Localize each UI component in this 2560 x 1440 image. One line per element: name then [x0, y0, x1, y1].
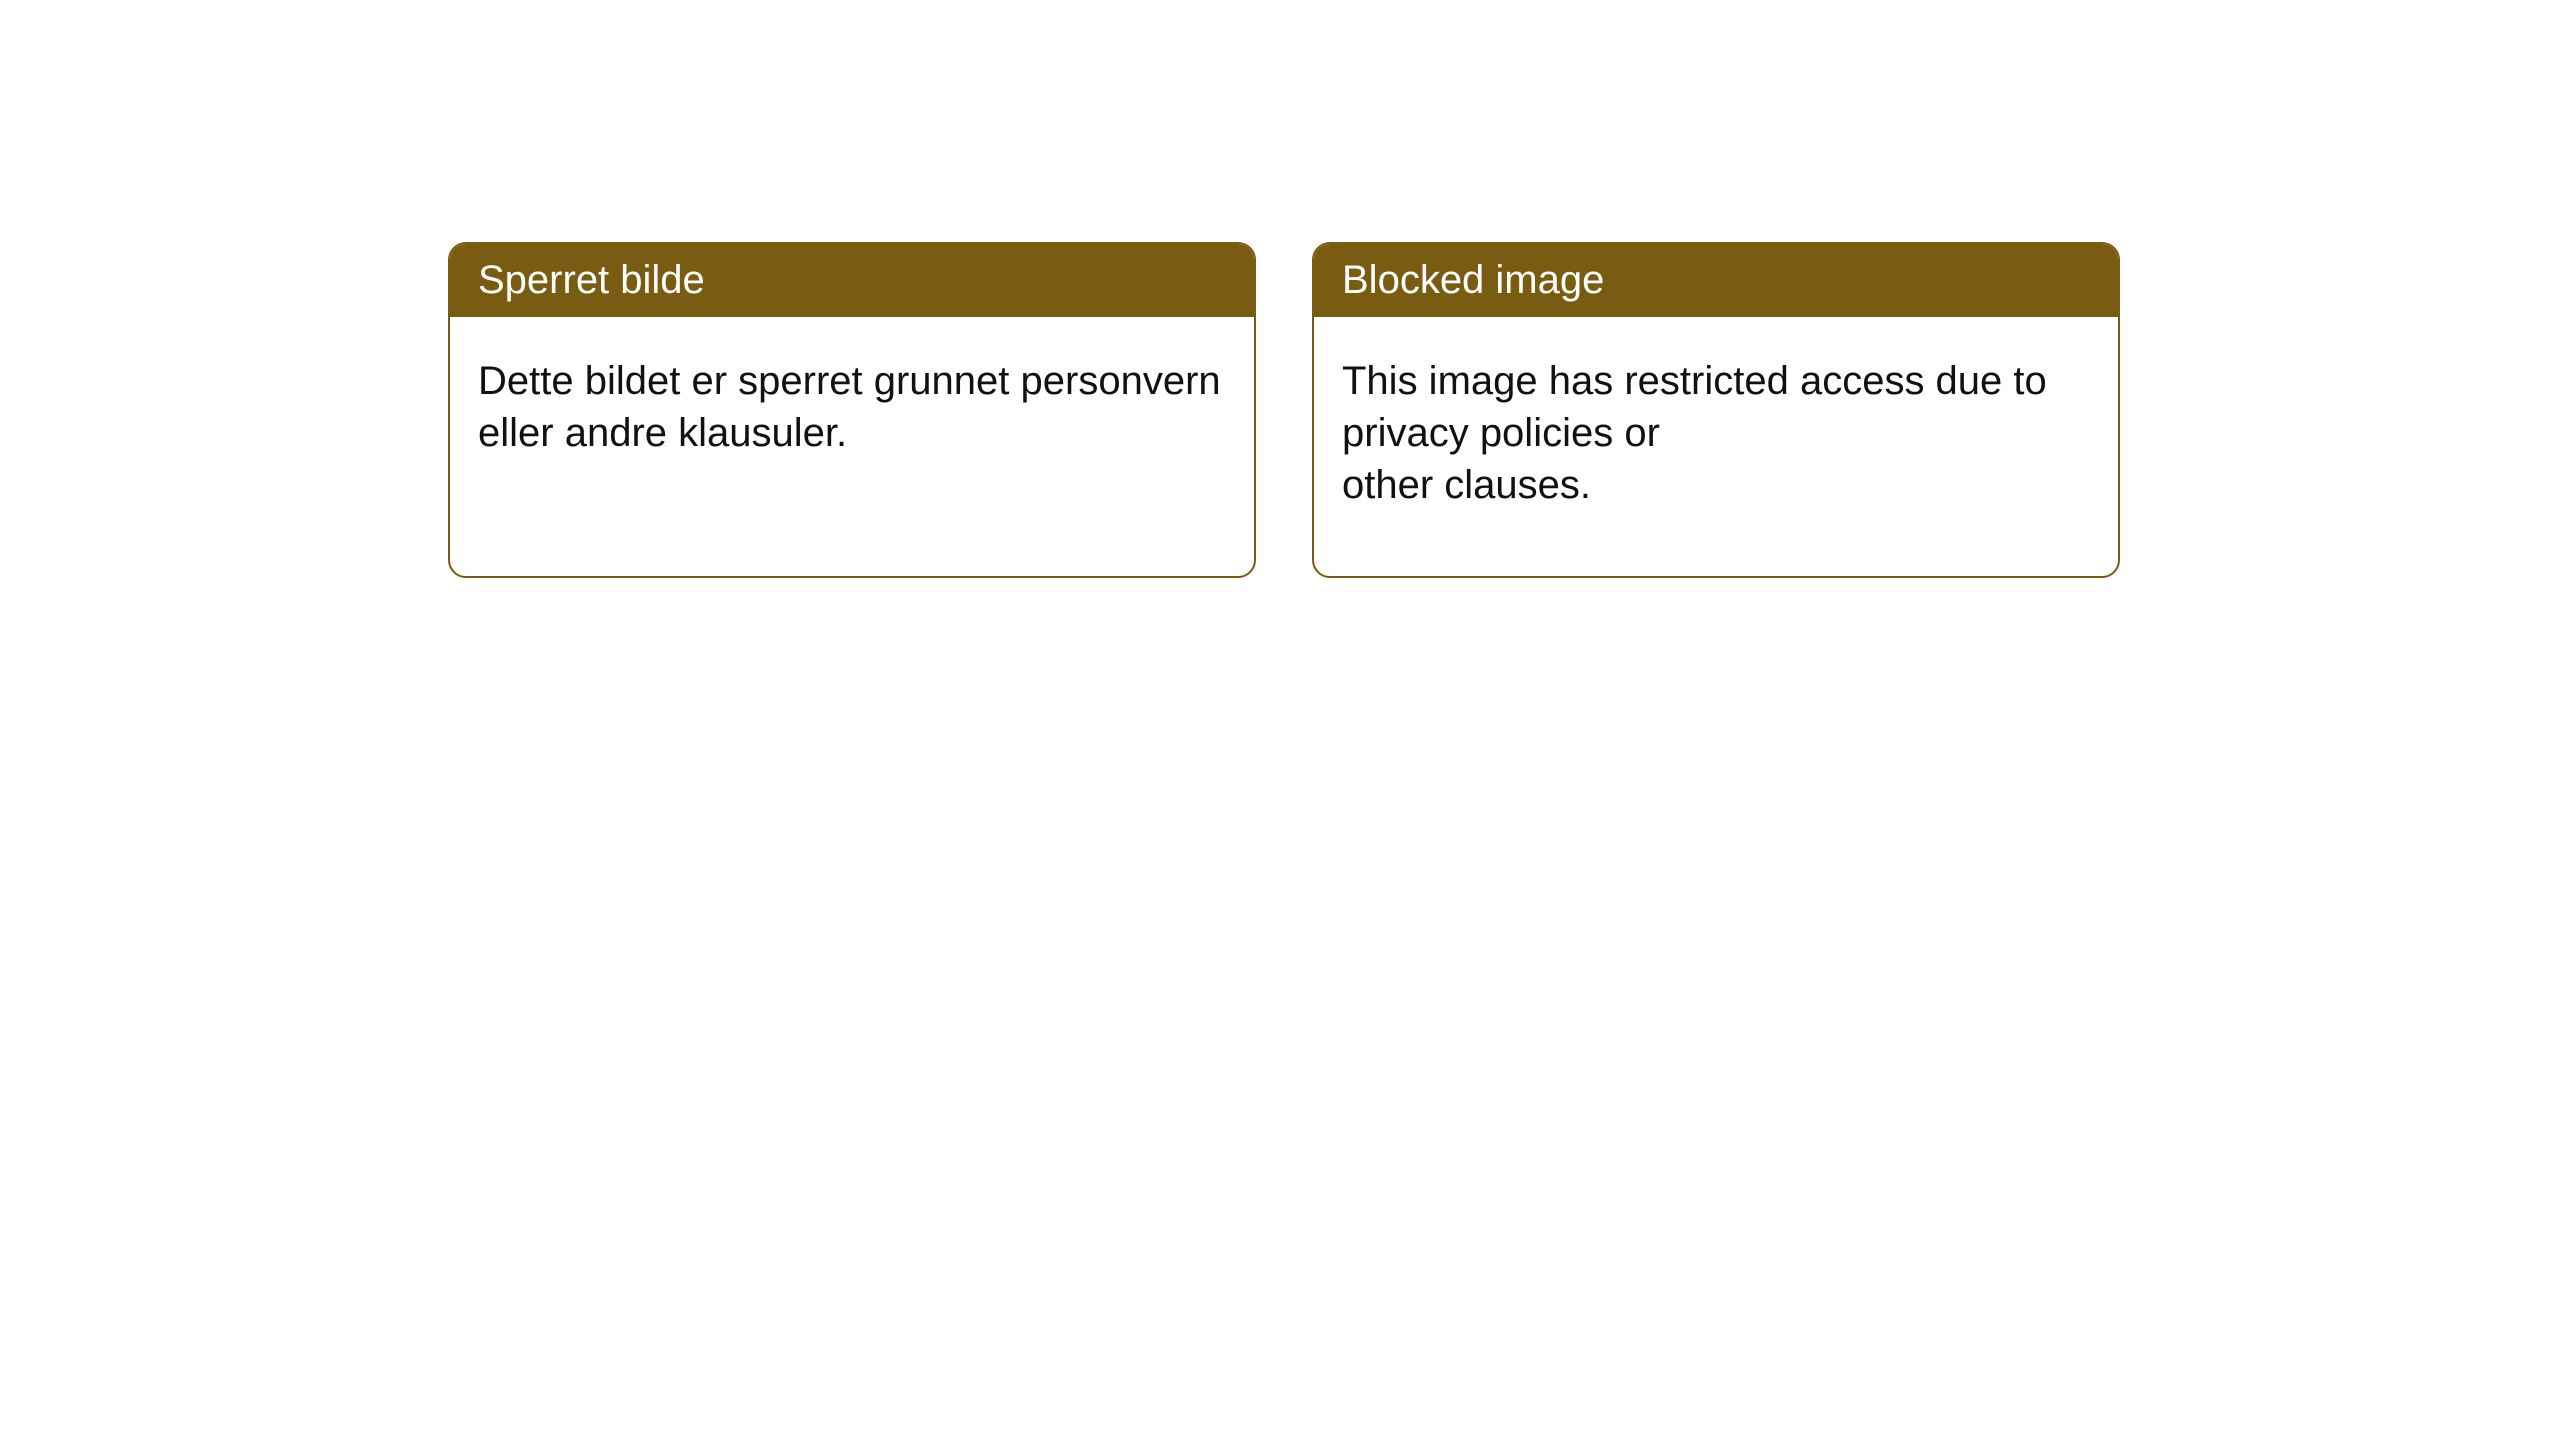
notice-body: Dette bildet er sperret grunnet personve… [450, 317, 1254, 497]
notice-card-norwegian: Sperret bilde Dette bildet er sperret gr… [448, 242, 1256, 578]
notice-body: This image has restricted access due to … [1314, 317, 2118, 549]
notice-card-english: Blocked image This image has restricted … [1312, 242, 2120, 578]
notice-header: Sperret bilde [450, 244, 1254, 317]
notice-cards-container: Sperret bilde Dette bildet er sperret gr… [0, 0, 2560, 578]
notice-header: Blocked image [1314, 244, 2118, 317]
